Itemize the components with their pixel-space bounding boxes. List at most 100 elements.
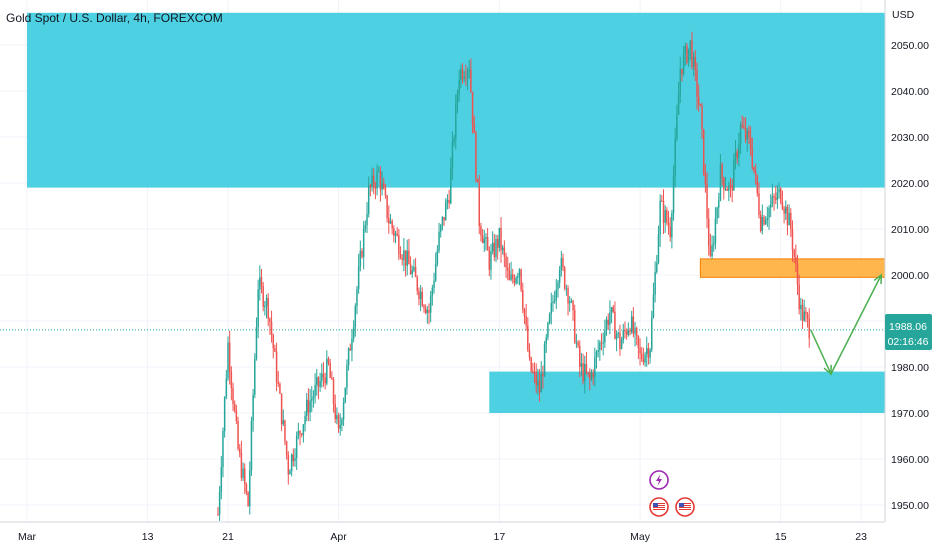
candle-body (646, 348, 648, 355)
candle-body (361, 250, 363, 257)
price-axis-bg[interactable] (885, 0, 932, 522)
flag-canton (679, 503, 684, 507)
candle-body (711, 244, 713, 257)
time-tick-label: 17 (494, 531, 506, 543)
candle-body (803, 311, 805, 321)
candle-body (728, 185, 730, 191)
candle-body (766, 217, 769, 221)
candle-body (562, 258, 564, 268)
candle-body (230, 371, 233, 388)
candle-body (451, 141, 454, 168)
candle-body (329, 362, 331, 378)
candle-body (580, 363, 583, 367)
candle-body (386, 195, 388, 219)
candle-body (769, 203, 772, 208)
candle-body (305, 399, 308, 416)
candle-body (751, 149, 754, 167)
candle-body (428, 309, 430, 313)
candle-body (761, 216, 764, 231)
candle-body (542, 373, 544, 377)
candle-body (570, 300, 573, 302)
candle-body (287, 455, 290, 475)
candle-body (637, 335, 640, 348)
candle-body (322, 373, 325, 378)
candle-body (222, 431, 224, 468)
candle-body (483, 239, 486, 243)
candle-body (289, 471, 291, 475)
candle-body (238, 448, 241, 453)
candle-body (615, 333, 618, 340)
candle-body (352, 327, 355, 339)
candle-body (411, 270, 413, 275)
time-axis-ticks: Mar1321Apr17May1523Jun12 (18, 531, 867, 543)
candle-body (279, 384, 281, 394)
candle-body (533, 371, 536, 373)
lightning-icon[interactable] (649, 470, 669, 490)
candle-body (434, 263, 437, 281)
candle-body (275, 351, 278, 383)
time-axis-bg[interactable] (0, 522, 932, 550)
candle-body (456, 94, 459, 104)
candle-body (374, 186, 377, 189)
candle-body (399, 254, 402, 259)
candle-body (327, 358, 330, 363)
candle-body (244, 468, 246, 485)
candle-body (558, 269, 561, 283)
zones (27, 12, 886, 413)
candle-body (384, 188, 387, 196)
price-tick-label: 2020.00 (891, 178, 929, 190)
candle-body (254, 358, 256, 395)
candle-body (679, 68, 681, 95)
candle-body (754, 171, 757, 176)
lightning-glyph (656, 474, 662, 486)
candle-body (250, 420, 253, 471)
candle-body (262, 286, 264, 307)
candle-body (585, 364, 588, 373)
candle-body (798, 284, 800, 310)
candle-body (743, 127, 745, 129)
flag-stripe (653, 503, 665, 504)
candle-body (471, 91, 474, 124)
candle-body (501, 247, 504, 251)
candle-body (563, 267, 566, 289)
candle-body (282, 420, 285, 425)
candle-body (478, 182, 480, 227)
candle-body (555, 289, 558, 301)
candle-body (768, 207, 770, 218)
price-tag-bg (885, 314, 932, 350)
candle-body (297, 431, 300, 436)
candle-body (744, 127, 747, 140)
time-tick-label: 21 (222, 531, 234, 543)
us-flag-icon[interactable] (675, 497, 695, 517)
candle-body (609, 312, 611, 325)
candle-body (644, 354, 646, 363)
candle-body (302, 424, 305, 435)
candle-body (664, 210, 666, 223)
candle-body (372, 175, 375, 187)
us-flag-icon[interactable] (649, 497, 669, 517)
candle-body (634, 328, 636, 334)
candle-body (538, 380, 541, 393)
candle-body (567, 288, 569, 304)
candle-body (577, 342, 579, 346)
candle-body (426, 309, 429, 314)
candle-body (512, 274, 514, 279)
price-tag: 1988.06 02:16:46 (885, 314, 932, 350)
candle-body (294, 458, 296, 462)
candle-body (718, 200, 720, 208)
candle-body (341, 419, 343, 425)
candle-body (560, 258, 563, 270)
candle-body (602, 342, 604, 344)
candle-body (518, 269, 521, 277)
candle-body (553, 300, 556, 302)
candle-body (379, 171, 382, 190)
price-tick-label: 2050.00 (891, 40, 929, 52)
candle-body (774, 197, 777, 200)
candle-body (706, 183, 708, 219)
candle-body (632, 316, 635, 334)
event-markers[interactable] (649, 470, 695, 517)
candle-body (264, 306, 266, 308)
price-axis-ticks: 1950.001960.001970.001980.001990.002000.… (891, 40, 929, 512)
